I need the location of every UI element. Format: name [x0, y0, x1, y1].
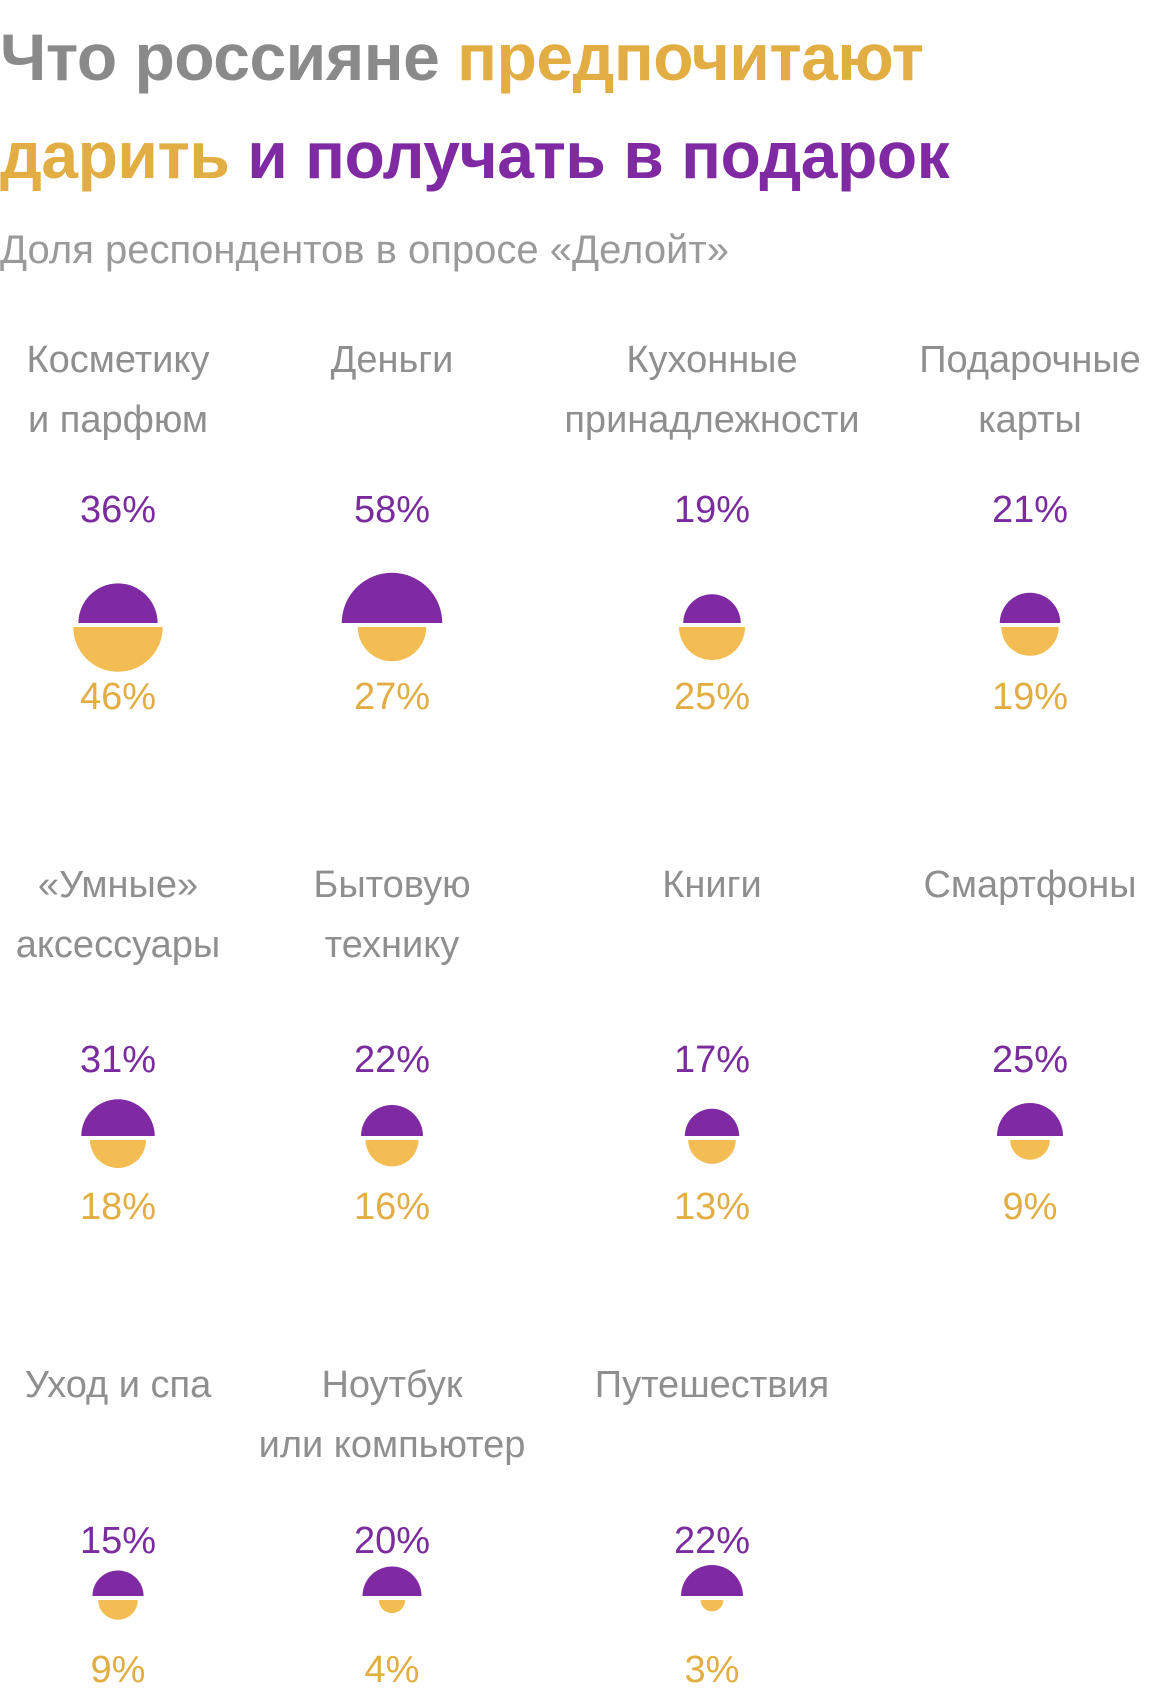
receive-value-label: 19% — [673, 489, 751, 531]
receive-value-label: 31% — [79, 1039, 157, 1081]
receive-value-label: 20% — [353, 1520, 431, 1562]
give-value-label: 18% — [79, 1186, 157, 1228]
category-label: Косметику и парфюм — [26, 339, 210, 441]
half-circle-glyph — [362, 1566, 422, 1614]
title-part-gray: Что россияне — [0, 20, 458, 94]
receive-value-label: 17% — [673, 1039, 751, 1081]
give-value-label: 9% — [1002, 1186, 1058, 1228]
give-half — [700, 1600, 724, 1612]
half-circle-glyph — [361, 1105, 423, 1167]
give-half — [688, 1140, 736, 1164]
receive-half — [681, 1565, 743, 1596]
half-circle-glyph — [684, 1108, 740, 1164]
give-half — [1001, 627, 1059, 656]
category-label: Деньги — [330, 339, 454, 381]
give-value-label: 27% — [353, 676, 431, 718]
category-label: Путешествия — [594, 1364, 830, 1406]
give-value-label: 16% — [353, 1186, 431, 1228]
receive-value-label: 36% — [79, 489, 157, 531]
give-value-label: 9% — [90, 1649, 146, 1691]
title-part-give-2: дарить — [0, 118, 230, 192]
half-circle-glyph — [341, 572, 443, 662]
chart-item: Смартфоны 25% 9% — [875, 855, 1160, 1237]
chart-item: Бытовую технику 22% 16% — [237, 855, 547, 1237]
give-value-label: 3% — [684, 1649, 740, 1691]
half-circle-glyph — [999, 592, 1061, 656]
receive-half — [683, 594, 741, 623]
give-value-label: 46% — [79, 676, 157, 718]
receive-value-label: 15% — [79, 1520, 157, 1562]
chart-item: Подарочные карты 21% 19% — [875, 330, 1160, 727]
chart-title: Что россияне предпочитают дарить и получа… — [0, 8, 1160, 204]
give-half — [357, 627, 427, 662]
category-label: Уход и спа — [24, 1364, 212, 1406]
give-half — [378, 1600, 406, 1614]
chart-item: Ноутбук или компьютер 20% 4% — [237, 1355, 547, 1700]
half-circle-glyph — [679, 594, 745, 660]
chart-item: Путешествия 22% 3% — [557, 1355, 867, 1700]
give-half — [98, 1600, 138, 1620]
receive-half — [684, 1108, 740, 1136]
receive-half — [78, 583, 158, 623]
give-half — [89, 1140, 147, 1169]
receive-half — [92, 1570, 144, 1596]
receive-half — [362, 1566, 422, 1596]
category-label: «Умные» аксессуары — [15, 864, 221, 966]
give-value-label: 13% — [673, 1186, 751, 1228]
category-label: Смартфоны — [923, 864, 1137, 906]
receive-value-label: 22% — [673, 1520, 751, 1562]
category-label: Бытовую технику — [313, 864, 471, 966]
receive-half — [341, 572, 443, 623]
chart-item: Деньги 58% 27% — [237, 330, 547, 727]
title-part-give: предпочитают — [457, 20, 924, 94]
half-circle-glyph — [997, 1103, 1063, 1160]
chart-subtitle: Доля респондентов в опросе «Делойт» — [0, 228, 729, 272]
give-value-label: 19% — [991, 676, 1069, 718]
category-label: Книги — [662, 864, 762, 906]
half-circle-glyph — [92, 1570, 144, 1620]
half-circle-glyph — [73, 583, 163, 672]
receive-half — [81, 1099, 155, 1136]
receive-value-label: 58% — [353, 489, 431, 531]
receive-value-label: 25% — [991, 1039, 1069, 1081]
chart-item: Кухонные принадлежности 19% 25% — [557, 330, 867, 727]
receive-half — [997, 1103, 1063, 1136]
chart-item: Косметику и парфюм 36% 46% — [0, 330, 273, 727]
chart-item: Уход и спа 15% 9% — [0, 1355, 273, 1700]
chart-item: Книги 17% 13% — [557, 855, 867, 1237]
half-circle-glyph — [681, 1565, 743, 1612]
give-half — [679, 627, 745, 660]
category-label: Кухонные принадлежности — [564, 339, 860, 441]
category-label: Ноутбук или компьютер — [258, 1364, 526, 1466]
give-half — [73, 627, 163, 672]
give-half — [365, 1140, 419, 1167]
chart-item: «Умные» аксессуары 31% 18% — [0, 855, 273, 1237]
receive-half — [361, 1105, 423, 1136]
receive-half — [999, 592, 1061, 623]
title-part-receive: и получать в подарок — [229, 118, 950, 192]
half-circle-glyph — [81, 1099, 155, 1169]
give-half — [1010, 1140, 1050, 1160]
give-value-label: 4% — [364, 1649, 420, 1691]
receive-value-label: 22% — [353, 1039, 431, 1081]
give-value-label: 25% — [673, 676, 751, 718]
category-label: Подарочные карты — [919, 339, 1141, 441]
receive-value-label: 21% — [991, 489, 1069, 531]
